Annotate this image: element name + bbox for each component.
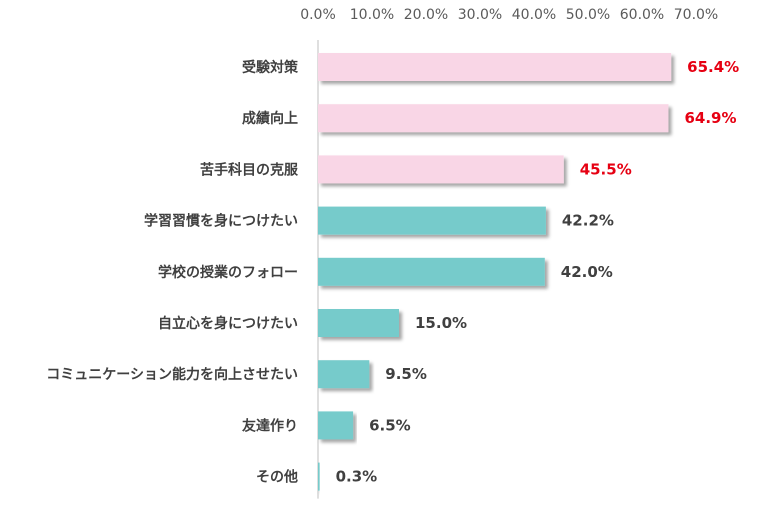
category-label: 学習習慣を身につけたい bbox=[144, 213, 298, 230]
data-label: 15.0% bbox=[415, 314, 467, 332]
category-label: 友達作り bbox=[242, 417, 298, 434]
data-label: 6.5% bbox=[369, 416, 411, 434]
data-label: 42.0% bbox=[561, 263, 613, 281]
data-label: 0.3% bbox=[336, 468, 378, 486]
bar bbox=[318, 257, 545, 286]
bar bbox=[318, 411, 354, 440]
bar bbox=[318, 53, 672, 81]
category-label: 受験対策 bbox=[242, 59, 299, 76]
data-label: 42.2% bbox=[562, 212, 614, 230]
x-tick-label: 20.0% bbox=[404, 7, 448, 23]
category-label: コミュニケーション能力を向上させたい bbox=[46, 366, 298, 383]
bar bbox=[318, 462, 320, 491]
data-label: 45.5% bbox=[580, 160, 632, 178]
x-tick-label: 70.0% bbox=[674, 7, 718, 23]
x-tick-label: 60.0% bbox=[620, 7, 664, 23]
category-label: 成績向上 bbox=[242, 110, 298, 127]
x-tick-label: 30.0% bbox=[458, 7, 502, 23]
data-label: 65.4% bbox=[687, 58, 739, 76]
bar bbox=[318, 155, 564, 184]
category-label: 苦手科目の克服 bbox=[200, 161, 299, 178]
category-label: その他 bbox=[256, 469, 298, 486]
x-tick-label: 50.0% bbox=[566, 7, 610, 23]
bar bbox=[318, 206, 546, 235]
data-label: 9.5% bbox=[385, 365, 427, 383]
category-label: 自立心を身につけたい bbox=[158, 315, 298, 332]
x-tick-label: 0.0% bbox=[300, 7, 336, 23]
bar bbox=[318, 360, 370, 389]
x-tick-label: 10.0% bbox=[350, 7, 394, 23]
category-label: 学校の授業のフォロー bbox=[158, 264, 298, 281]
data-label: 64.9% bbox=[684, 109, 736, 127]
bar bbox=[318, 104, 669, 133]
x-tick-label: 40.0% bbox=[512, 7, 556, 23]
bar bbox=[318, 309, 399, 337]
